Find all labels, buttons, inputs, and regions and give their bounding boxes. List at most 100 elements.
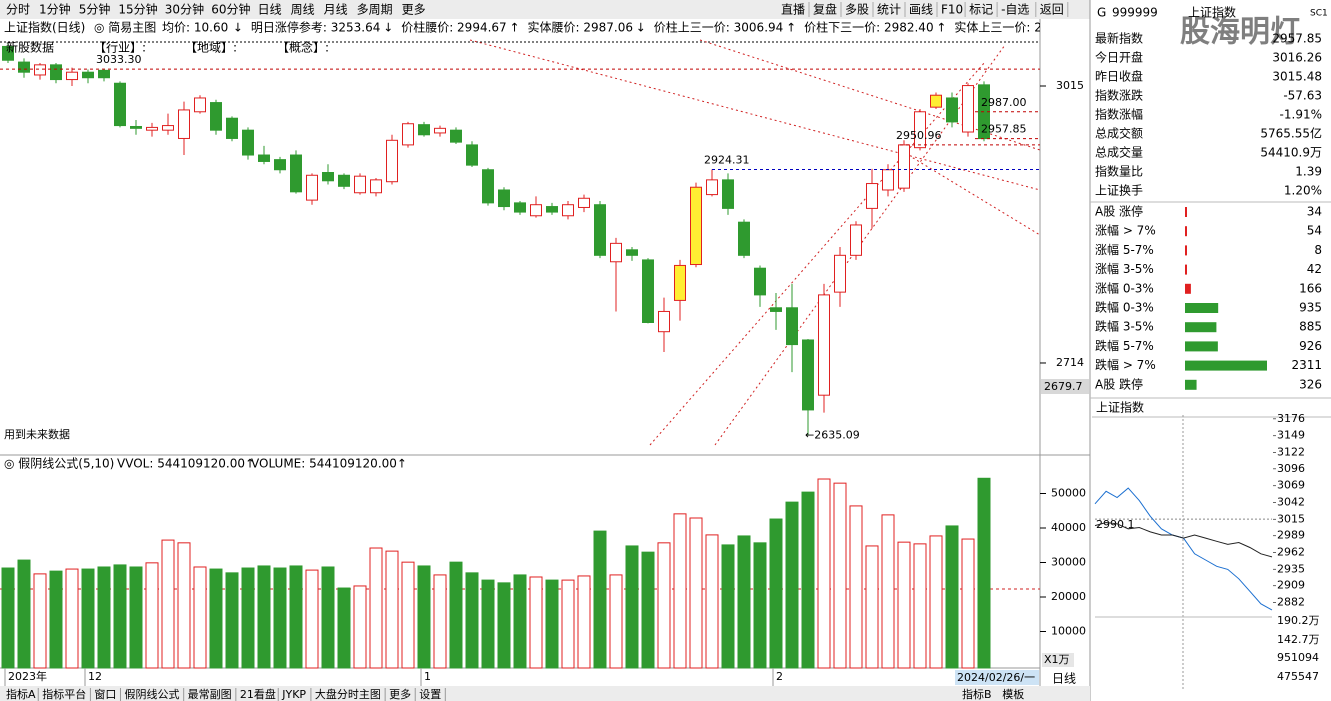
y-tick-label: 2909 xyxy=(1277,579,1305,592)
y-tick-label: 3176 xyxy=(1277,412,1305,425)
x-label: 1 xyxy=(424,670,431,683)
candle-body xyxy=(50,64,62,81)
tab[interactable]: 21看盘 xyxy=(240,687,276,701)
toolbar-item[interactable]: 画线 xyxy=(909,3,933,17)
toolbar-item[interactable]: 15分钟 xyxy=(118,2,157,17)
toolbar-item[interactable]: 返回 xyxy=(1040,3,1064,17)
y-tick-label: 3042 xyxy=(1277,496,1305,509)
tab[interactable]: 最常副图 xyxy=(188,688,232,701)
info-arrow: ↓ xyxy=(636,21,646,35)
quote-label: 今日开盘 xyxy=(1095,50,1143,65)
breadth-bar xyxy=(1185,360,1267,371)
tab[interactable]: 模板 xyxy=(1002,687,1024,701)
y-tick-label: 40000 xyxy=(1051,521,1086,534)
volume-bar xyxy=(81,568,95,669)
toolbar-item[interactable]: 统计 xyxy=(877,3,901,17)
toolbar-item[interactable]: 60分钟 xyxy=(211,2,250,17)
x-label: 2023年 xyxy=(8,669,47,683)
quote-value: 2957.85 xyxy=(1272,32,1322,46)
candle-body xyxy=(594,204,606,256)
volume-bar xyxy=(289,565,303,669)
candle-body xyxy=(914,111,926,149)
candle-body xyxy=(802,339,814,411)
quote-value: 1.39 xyxy=(1295,165,1322,179)
toolbar-item[interactable]: F10 xyxy=(941,3,963,17)
candle-body xyxy=(786,307,798,346)
toolbar-item[interactable]: 周线 xyxy=(291,3,315,17)
candle-body xyxy=(162,125,174,131)
volume-bar xyxy=(881,514,895,669)
toolbar-bg xyxy=(0,0,1090,19)
info-item: 实体腰价: 2987.06 xyxy=(528,20,633,35)
toolbar-item[interactable]: 30分钟 xyxy=(165,2,204,17)
quote-label: 总成交量 xyxy=(1095,145,1143,160)
x-label: 2 xyxy=(776,670,783,683)
breadth-label: 涨幅 > 7% xyxy=(1095,223,1156,238)
toolbar-item[interactable]: 月线 xyxy=(324,3,348,17)
tab[interactable]: 假阴线公式 xyxy=(124,687,179,701)
info-item: 价柱下三一价: 2982.40 xyxy=(804,20,933,35)
volume-axis-label: 951094 xyxy=(1277,651,1319,664)
breadth-label: 跌幅 0-3% xyxy=(1095,300,1154,315)
candle-body xyxy=(626,249,638,256)
tab[interactable]: 指标B xyxy=(962,687,992,701)
tab[interactable]: 指标平台 xyxy=(42,687,86,701)
period-label: 日线 xyxy=(1052,672,1076,686)
tab[interactable]: 设置 xyxy=(419,688,441,701)
note: 用到未来数据 xyxy=(4,427,70,441)
toolbar-item[interactable]: 更多 xyxy=(402,3,426,17)
candle-body xyxy=(754,267,766,296)
candle-body xyxy=(18,61,30,73)
volume-bar xyxy=(801,491,815,669)
breadth-bar xyxy=(1185,245,1187,256)
volume-bar xyxy=(961,538,975,669)
volume-bar xyxy=(529,576,543,669)
volume-bar xyxy=(353,585,367,669)
volume-bar xyxy=(321,566,335,669)
quote-label: 昨日收盘 xyxy=(1095,69,1143,84)
candle-body xyxy=(530,204,542,217)
tab[interactable]: 大盘分时主图 xyxy=(315,687,381,701)
toolbar-item[interactable]: 多周期 xyxy=(357,3,393,17)
toolbar-item[interactable]: 日线 xyxy=(258,3,282,17)
volume-bar xyxy=(97,566,111,669)
volume-bar xyxy=(113,564,127,669)
toolbar-item[interactable]: 复盘 xyxy=(813,2,837,17)
volume-bar xyxy=(577,575,591,669)
candle-body xyxy=(34,64,46,76)
quote-label: 指数涨跌 xyxy=(1095,88,1143,103)
candle-body xyxy=(498,189,510,208)
toolbar-item[interactable]: 直播 xyxy=(781,3,805,17)
quote-value: 54410.9万 xyxy=(1260,146,1322,160)
info-item: 明日涨停参考: 3253.64 xyxy=(251,20,380,35)
breadth-value: 54 xyxy=(1307,224,1322,238)
breadth-label: 跌幅 5-7% xyxy=(1095,338,1154,353)
volume-bar xyxy=(897,541,911,669)
badge: SC1 xyxy=(1310,9,1328,19)
toolbar-item[interactable]: 多股 xyxy=(845,3,869,17)
toolbar-item[interactable]: 标记 xyxy=(969,3,993,17)
tab[interactable]: 窗口 xyxy=(94,687,116,701)
toolbar-item[interactable]: -自选 xyxy=(1001,3,1029,17)
volume-bar xyxy=(561,579,575,669)
candle-body xyxy=(274,159,286,171)
volume-bar xyxy=(833,482,847,669)
tab[interactable]: 指标A xyxy=(6,687,36,701)
tab[interactable]: 更多 xyxy=(389,687,411,701)
volume-bar xyxy=(433,574,447,669)
y-tick-label: 2935 xyxy=(1277,562,1305,575)
toolbar-item[interactable]: 5分钟 xyxy=(79,2,111,17)
info-arrow: ↑ xyxy=(510,21,520,35)
volume-bar xyxy=(49,570,63,669)
x-label: 12 xyxy=(88,670,102,683)
candle-body xyxy=(226,117,238,139)
info-arrow: ↓ xyxy=(233,21,243,35)
breadth-label: 涨幅 0-3% xyxy=(1095,280,1154,295)
tab[interactable]: JYKP xyxy=(281,688,306,701)
info-item: 价柱腰价: 2994.67 xyxy=(401,20,506,35)
toolbar-item[interactable]: 分时 xyxy=(6,3,30,17)
toolbar-item[interactable]: 1分钟 xyxy=(39,2,71,17)
date-box xyxy=(955,670,1039,685)
candle-body xyxy=(322,172,334,182)
y-tick-label: 2989 xyxy=(1277,529,1305,542)
